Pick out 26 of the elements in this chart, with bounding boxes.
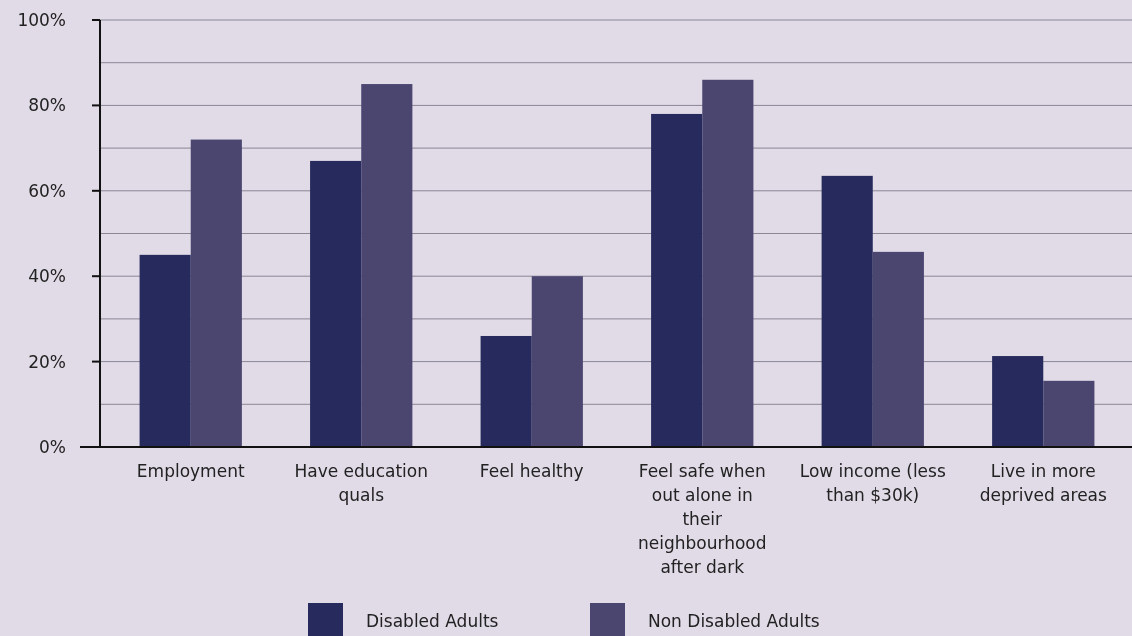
legend-label: Disabled Adults xyxy=(366,610,499,631)
bar xyxy=(992,356,1044,447)
bar xyxy=(190,139,242,447)
legend-label: Non Disabled Adults xyxy=(648,610,820,631)
y-tick-label: 0% xyxy=(39,436,66,457)
bar xyxy=(872,251,924,447)
y-tick-label: 60% xyxy=(28,180,66,201)
x-tick-label: Live in more deprived areas xyxy=(979,461,1108,505)
x-tick-label: Feel safe when out alone in their neighbourhood after dark xyxy=(637,461,767,577)
y-tick-label: 40% xyxy=(28,266,66,287)
bar xyxy=(310,160,362,447)
x-tick-label: Feel healthy xyxy=(479,461,584,481)
y-tick-label: 20% xyxy=(28,351,66,372)
bar xyxy=(531,276,583,447)
bar xyxy=(702,79,754,447)
x-tick-label: Employment xyxy=(136,461,245,481)
bar xyxy=(821,175,873,447)
y-tick-label: 80% xyxy=(28,95,66,116)
bar xyxy=(361,84,413,447)
y-tick-label: 100% xyxy=(17,9,66,30)
bar xyxy=(1043,380,1095,447)
bar xyxy=(139,254,191,447)
bar xyxy=(480,335,532,447)
x-tick-label: Have education quals xyxy=(294,461,428,505)
x-tick-label: Low income (less than $30k) xyxy=(799,461,946,505)
bar xyxy=(651,113,703,447)
